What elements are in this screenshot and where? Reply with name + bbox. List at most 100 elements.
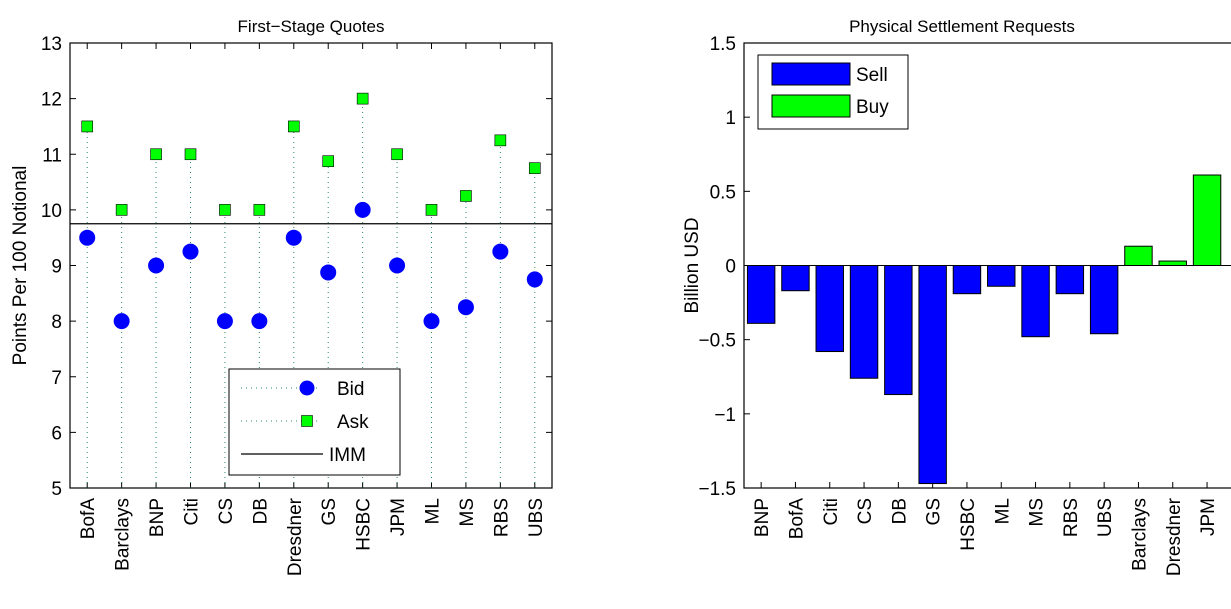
physical-settlement-chart: Physical Settlement Requests Billion USD…: [682, 17, 1231, 576]
legend-label-buy: Buy: [856, 97, 889, 118]
y-tick-label: 10: [41, 201, 62, 222]
legend: Bid Ask IMM: [228, 368, 401, 476]
legend-sell-swatch: [771, 62, 851, 86]
y-tick-label: 6: [51, 423, 62, 444]
ask-point: [219, 204, 231, 216]
ask-point: [322, 155, 335, 168]
x-tick-label: CS: [216, 498, 237, 524]
bar: [815, 265, 844, 353]
ask-point: [253, 204, 266, 216]
ask-point: [425, 204, 438, 216]
plot-frame: [69, 42, 553, 489]
bid-point: [182, 243, 199, 260]
y-tick-label: 12: [41, 90, 62, 111]
x-tick-label: Dresdner: [1164, 497, 1185, 576]
bar: [884, 265, 913, 396]
bid-point: [423, 313, 440, 330]
x-tick-label: RBS: [491, 498, 512, 537]
bid-point: [148, 257, 165, 274]
y-tick-label: 13: [41, 34, 62, 55]
ask-point: [494, 134, 507, 147]
ask-point: [184, 148, 197, 161]
legend-label-bid: Bid: [337, 379, 364, 400]
ask-point: [81, 120, 94, 133]
x-tick-label: UBS: [526, 498, 547, 537]
bid-point: [251, 313, 268, 330]
bar: [1089, 265, 1119, 335]
ask-point: [391, 148, 403, 161]
y-tick-label: 8: [51, 312, 62, 333]
x-tick-label: BofA: [78, 498, 99, 540]
bar: [1021, 265, 1050, 338]
ask-point: [115, 204, 128, 216]
y-tick-label: −1: [714, 405, 736, 426]
bar: [849, 265, 879, 379]
first-stage-quotes-chart: First−Stage Quotes Points Per 100 Notion…: [10, 17, 553, 576]
axis-ticks: 5 6 7 8 9 10 11 12 13 BofA Barclays BNP Citi CS DB Dres…: [41, 34, 552, 576]
x-tick-label: DB: [250, 498, 271, 524]
ask-point: [287, 120, 300, 133]
x-tick-label: RBS: [1061, 498, 1082, 537]
axis-ticks: −1.5 −1 −0.5 0 0.5 1 1.5 BNP BofA Citi CS DB GS HSBC M…: [698, 34, 1219, 576]
bar: [1124, 245, 1153, 266]
x-tick-label: BNP: [147, 498, 168, 537]
bid-point: [526, 271, 543, 288]
chart-title: First−Stage Quotes: [238, 17, 385, 36]
x-tick-label: JPM: [1198, 498, 1219, 536]
legend-bid-marker: [299, 380, 315, 396]
plot-frame: [743, 42, 1231, 489]
ask-point: [150, 148, 162, 161]
bar: [781, 265, 810, 292]
bid-point: [320, 264, 337, 281]
bar: [987, 265, 1016, 287]
y-tick-label: 5: [51, 479, 62, 500]
y-tick-label: 1: [725, 108, 736, 129]
x-tick-label: HSBC: [958, 498, 979, 551]
y-tick-label: 0: [725, 257, 736, 278]
y-tick-label: 9: [51, 257, 62, 278]
y-tick-label: −1.5: [698, 479, 736, 500]
bid-point: [285, 229, 302, 246]
x-tick-label: JPM: [388, 498, 409, 536]
bar: [1192, 174, 1222, 266]
y-tick-label: 1.5: [710, 34, 736, 55]
x-tick-label: BNP: [752, 498, 773, 537]
x-tick-label: CS: [855, 498, 876, 524]
x-tick-label: GS: [319, 498, 340, 525]
x-tick-label: GS: [924, 498, 945, 525]
x-tick-label: Barclays: [113, 498, 134, 571]
bar: [952, 265, 982, 295]
x-tick-label: Citi: [821, 498, 842, 525]
legend-box: [228, 368, 401, 476]
legend-label-imm: IMM: [329, 445, 366, 466]
legend: Sell Buy: [757, 54, 909, 130]
x-tick-label: ML: [423, 498, 444, 524]
y-tick-label: −0.5: [698, 331, 736, 352]
bar: [746, 265, 776, 324]
bid-point: [216, 313, 233, 330]
plot-marks: [744, 174, 1231, 485]
bid-point: [354, 201, 371, 218]
x-tick-label: Dresdner: [285, 497, 306, 576]
ask-point: [460, 190, 472, 202]
y-axis-label: Billion USD: [682, 217, 703, 313]
ask-point: [356, 92, 369, 105]
y-tick-label: 0.5: [710, 182, 736, 203]
x-tick-label: Barclays: [1129, 498, 1150, 571]
legend-ask-marker: [301, 415, 313, 427]
bid-point: [457, 299, 474, 316]
x-tick-label: BofA: [786, 498, 807, 540]
x-tick-label: MS: [1027, 498, 1048, 527]
x-tick-label: ML: [992, 498, 1013, 524]
x-tick-label: MS: [457, 498, 478, 527]
x-tick-label: Citi: [182, 498, 203, 525]
y-axis-label: Points Per 100 Notional: [10, 166, 31, 366]
bar: [1158, 260, 1187, 266]
bid-point: [113, 313, 130, 330]
bar: [918, 265, 947, 485]
chart-title: Physical Settlement Requests: [849, 17, 1075, 36]
y-tick-label: 7: [51, 368, 62, 389]
ask-point: [528, 162, 541, 174]
bid-point: [389, 257, 406, 274]
